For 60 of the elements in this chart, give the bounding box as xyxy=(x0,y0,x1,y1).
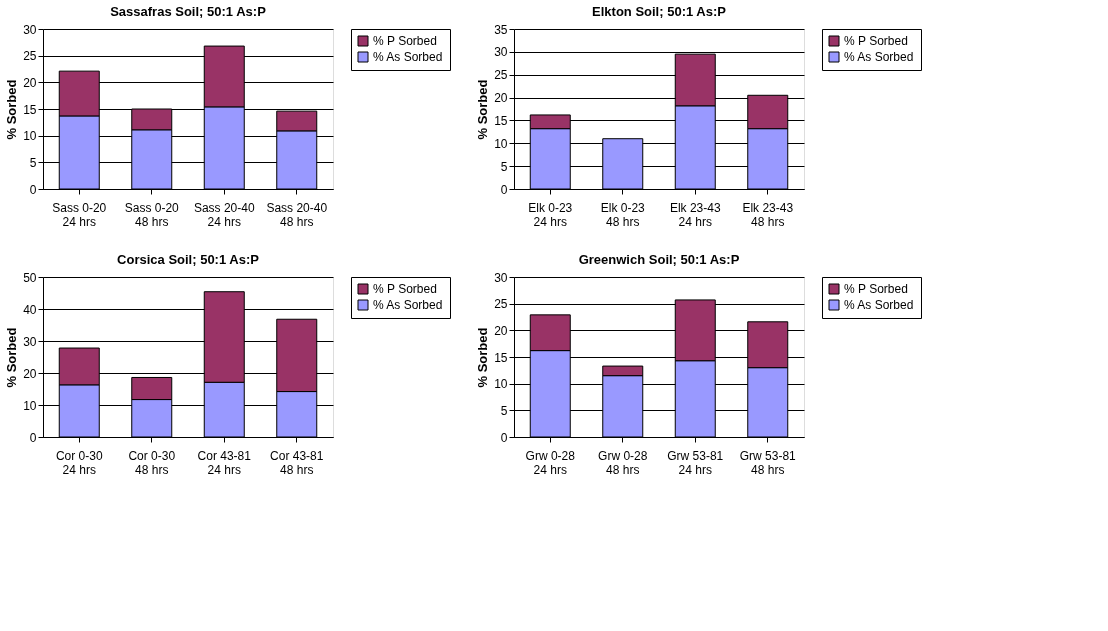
x-tick-label: Cor 0-30 48 hrs xyxy=(128,448,176,477)
y-tick-label: 10 xyxy=(23,398,37,413)
y-tick-label: 0 xyxy=(500,182,508,197)
x-tick-label: Grw 53-81 24 hrs xyxy=(667,448,724,477)
x-tick-label: Elk 23-43 48 hrs xyxy=(742,200,794,229)
y-tick-label: 25 xyxy=(494,297,508,312)
y-tick-label: 30 xyxy=(23,334,37,349)
chart-title: Greenwich Soil; 50:1 As:P xyxy=(578,252,740,267)
x-tick-label: Cor 43-81 48 hrs xyxy=(270,448,324,477)
x-tick-label: Grw 0-28 24 hrs xyxy=(525,448,576,477)
y-tick-label: 0 xyxy=(29,430,37,445)
y-axis-title: % Sorbed xyxy=(4,327,20,388)
x-tick-label: Cor 0-30 24 hrs xyxy=(55,448,103,477)
x-tick-label: Sass 0-20 24 hrs xyxy=(52,200,107,229)
x-tick-label: Sass 20-40 48 hrs xyxy=(266,200,328,229)
y-tick-label: 25 xyxy=(494,68,508,83)
y-tick-label: 20 xyxy=(494,323,508,338)
y-tick-label: 20 xyxy=(23,75,37,90)
y-tick-label: 15 xyxy=(494,350,508,365)
legend-label: % As Sorbed xyxy=(844,50,914,64)
y-axis-title: % Sorbed xyxy=(475,79,491,140)
legend-label: % As Sorbed xyxy=(373,50,443,64)
x-tick-label: Elk 23-43 24 hrs xyxy=(669,200,721,229)
x-tick-label: Elk 0-23 48 hrs xyxy=(600,200,646,229)
y-tick-label: 15 xyxy=(23,102,37,117)
legend-label: % As Sorbed xyxy=(373,298,443,312)
legend-label: % P Sorbed xyxy=(373,34,437,48)
y-tick-label: 10 xyxy=(23,129,37,144)
x-tick-label: Grw 0-28 48 hrs xyxy=(598,448,648,477)
x-tick-label: Cor 43-81 24 hrs xyxy=(197,448,252,477)
y-tick-label: 5 xyxy=(500,403,508,418)
y-tick-label: 10 xyxy=(494,377,508,392)
y-tick-label: 5 xyxy=(500,159,508,174)
x-tick-label: Sass 20-40 24 hrs xyxy=(193,200,255,229)
y-tick-label: 50 xyxy=(23,270,37,285)
y-tick-label: 10 xyxy=(494,136,508,151)
y-tick-label: 20 xyxy=(23,366,37,381)
y-tick-label: 5 xyxy=(29,155,37,170)
chart-title: Corsica Soil; 50:1 As:P xyxy=(117,252,260,267)
y-tick-label: 30 xyxy=(23,22,37,37)
legend-label: % P Sorbed xyxy=(844,282,908,296)
x-tick-label: Grw 53-81 48 hrs xyxy=(739,448,797,477)
x-tick-label: Sass 0-20 48 hrs xyxy=(124,200,180,229)
y-tick-label: 30 xyxy=(494,45,508,60)
y-tick-label: 30 xyxy=(494,270,508,285)
legend-label: % P Sorbed xyxy=(844,34,908,48)
x-tick-label: Elk 0-23 24 hrs xyxy=(528,200,573,229)
chart-title: Sassafras Soil; 50:1 As:P xyxy=(110,4,267,19)
y-tick-label: 20 xyxy=(494,91,508,106)
y-tick-label: 0 xyxy=(29,182,37,197)
y-axis-title: % Sorbed xyxy=(475,327,491,388)
legend-label: % P Sorbed xyxy=(373,282,437,296)
y-axis-title: % Sorbed xyxy=(4,79,20,140)
y-tick-label: 25 xyxy=(23,49,37,64)
y-tick-label: 15 xyxy=(494,113,508,128)
chart-title: Elkton Soil; 50:1 As:P xyxy=(592,4,727,19)
y-tick-label: 35 xyxy=(494,22,508,37)
y-tick-label: 40 xyxy=(23,302,37,317)
legend-label: % As Sorbed xyxy=(844,298,914,312)
y-tick-label: 0 xyxy=(500,430,508,445)
